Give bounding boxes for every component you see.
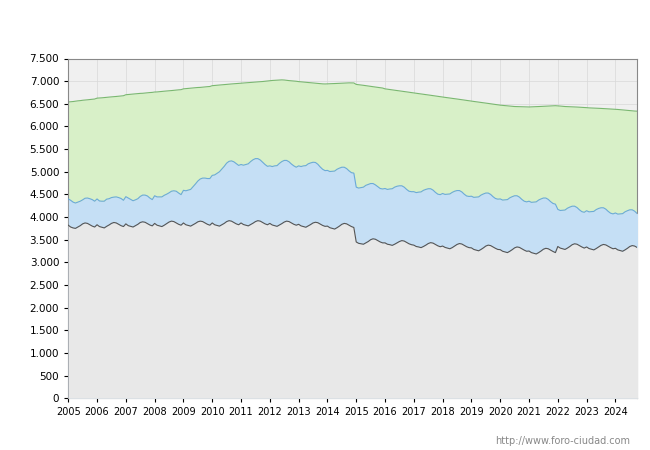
Text: http://www.foro-ciudad.com: http://www.foro-ciudad.com <box>495 436 630 446</box>
Text: Alcaudete - Evolucion de la poblacion en edad de Trabajar Septiembre de 2024: Alcaudete - Evolucion de la poblacion en… <box>77 20 573 33</box>
